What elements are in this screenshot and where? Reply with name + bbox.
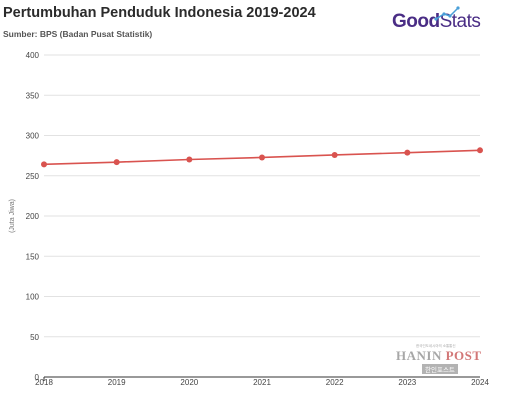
data-point <box>41 161 47 168</box>
hanin-post-watermark: 한국인도네시아의 소통통신 HANIN POST 한인포스트 <box>396 344 490 374</box>
watermark-tagline: 한국인도네시아의 소통통신 <box>416 344 456 348</box>
x-tick-label: 2023 <box>398 378 416 387</box>
y-tick-label: 150 <box>26 252 40 261</box>
data-point <box>259 154 265 161</box>
x-tick-label: 2019 <box>108 378 126 387</box>
y-tick-label: 350 <box>26 91 40 100</box>
x-tick-label: 2021 <box>253 378 271 387</box>
y-tick-label: 250 <box>26 172 40 181</box>
x-tick-label: 2022 <box>326 378 344 387</box>
data-point <box>477 147 483 154</box>
data-point <box>331 151 338 158</box>
watermark-korean: 한인포스트 <box>422 364 458 374</box>
y-axis-label: (Juta Jiwa) <box>9 199 16 233</box>
y-tick-label: 100 <box>26 293 40 302</box>
x-tick-label: 2020 <box>180 378 198 387</box>
data-point <box>113 159 120 166</box>
trend-up-icon <box>434 6 460 21</box>
logo-good-text: Good <box>392 11 440 32</box>
y-tick-label: 0 <box>35 373 40 382</box>
y-tick-label: 50 <box>30 333 39 342</box>
watermark-post: POST <box>445 348 482 363</box>
y-tick-label: 300 <box>26 132 40 141</box>
x-tick-label: 2024 <box>471 378 489 387</box>
watermark-wordmark: HANIN POST <box>396 348 482 364</box>
y-tick-label: 400 <box>26 51 40 60</box>
goodstats-logo: GoodStats <box>392 5 484 37</box>
chart-source: Sumber: BPS (Badan Pusat Statistik) <box>3 29 153 39</box>
watermark-hanin: HANIN <box>396 348 442 363</box>
data-point <box>186 156 193 163</box>
chart-title: Pertumbuhan Penduduk Indonesia 2019-2024 <box>3 5 316 21</box>
y-tick-label: 200 <box>26 212 40 221</box>
data-point <box>404 149 411 156</box>
x-tick-label: 2018 <box>35 378 53 387</box>
